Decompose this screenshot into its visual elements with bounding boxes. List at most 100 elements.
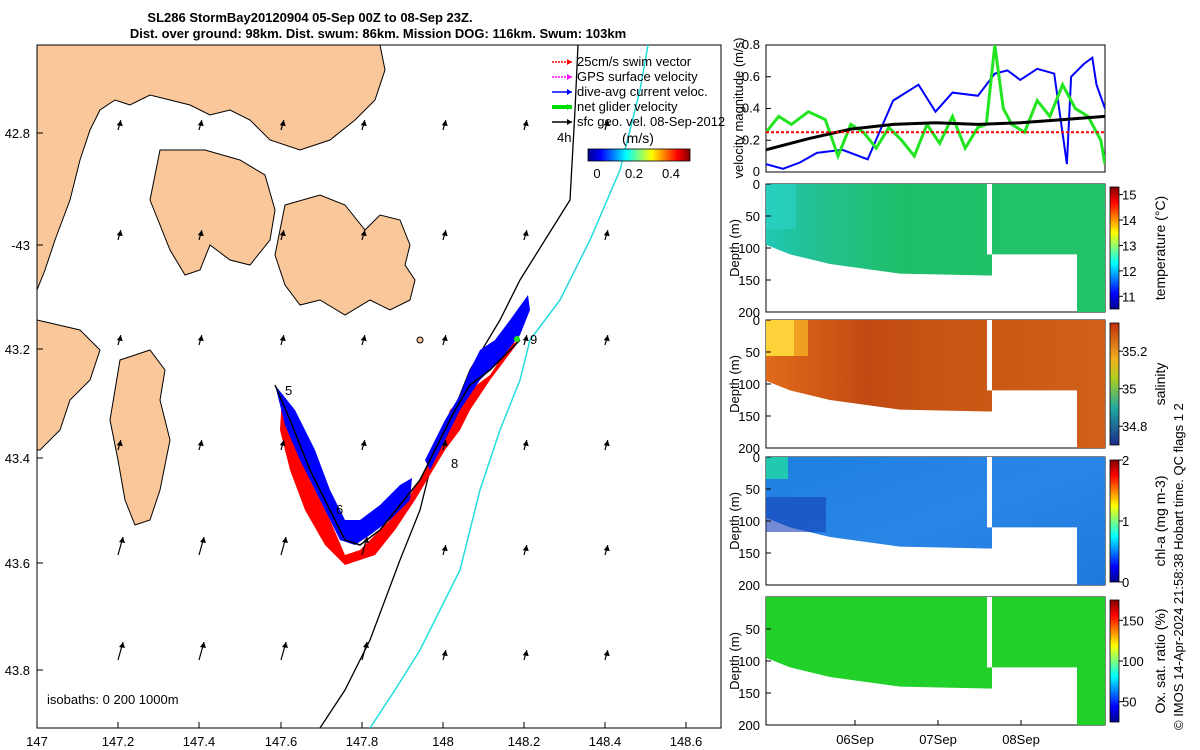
salinity-ytick-label: 150 (738, 409, 760, 424)
track-red-swath (280, 340, 520, 565)
salinity-ytick-label: 0 (753, 313, 760, 328)
chla-high-patch (766, 457, 788, 479)
temperature-colorbar (1109, 186, 1120, 310)
oxygen-ytick-label: 50 (746, 622, 760, 637)
geo-velocity-arrow (360, 229, 367, 241)
speed-tick-0.4: 0.4 (662, 166, 680, 181)
legend-entry: dive-avg current veloc. (552, 84, 708, 99)
map-xtick-label: 147.8 (346, 734, 379, 749)
geo-velocity-arrow (280, 536, 288, 556)
isobaths-label: isobaths: 0 200 1000m (47, 692, 179, 707)
time-xtick-label: 08Sep (1002, 732, 1040, 747)
temperature-ytick-label: 0 (753, 177, 760, 192)
chla-low-patch (766, 497, 826, 532)
geo-velocity-arrow (198, 641, 206, 661)
geo-velocity-arrow (522, 229, 529, 241)
geo-velocity-arrow (603, 334, 610, 346)
day-label-8: 8 (451, 456, 458, 471)
geo-velocity-arrow (441, 544, 448, 556)
chla-ytick-label: 200 (738, 578, 760, 593)
temperature-cbar-tick-label: 14 (1122, 213, 1136, 228)
geo-velocity-arrow (116, 229, 123, 241)
geo-velocity-arrow (117, 536, 125, 556)
oxygen-cbar-tick-label: 50 (1122, 695, 1136, 710)
temperature-ylabel: Depth (m) (727, 219, 742, 277)
geo-velocity-arrow (441, 439, 448, 451)
geo-velocity-arrow (360, 119, 367, 131)
chla-panel: 0 50 100 150 200 Depth (m) 0 1 2 chl-a (mg m-3) (727, 450, 1168, 593)
geo-velocity-arrow (197, 229, 204, 241)
geo-velocity-arrow (197, 334, 204, 346)
salinity-cbar-label: salinity (1152, 363, 1168, 406)
temperature-cbar-tick-label: 13 (1122, 238, 1136, 253)
oxygen-cbar-label: Ox. sat. ratio (%) (1152, 608, 1168, 713)
legend-entry: 25cm/s swim vector (552, 54, 692, 69)
map-xtick-label: 148.2 (508, 734, 541, 749)
salinity-field (766, 320, 1105, 448)
geo-velocity-arrow (280, 641, 288, 661)
geo-velocity-arrow (522, 334, 529, 346)
land-peninsula-north (149, 149, 276, 276)
geo-velocity-arrow (603, 119, 610, 131)
map-ytick-label: 43.2 (5, 342, 30, 357)
map-ytick-label: -43 (11, 238, 30, 253)
temperature-cbar-tick-label: 15 (1122, 188, 1136, 203)
geo-velocity-arrow (117, 641, 125, 661)
isobath-1000m (369, 45, 649, 728)
day-label-9: 9 (530, 332, 537, 347)
velocity-frame (765, 44, 1106, 173)
oxygen-field (766, 597, 1105, 725)
chla-ylabel: Depth (m) (727, 492, 742, 550)
chla-field (766, 457, 1105, 585)
geo-velocity-arrow (279, 334, 286, 346)
time-xtick-label: 07Sep (919, 732, 957, 747)
credit-text: © IMOS 14-Apr-2024 21:58:38 Hobart time.… (1171, 403, 1186, 730)
geo-velocity-arrow (603, 544, 610, 556)
temperature-ytick-label: 50 (746, 209, 760, 224)
geo-velocity-arrow (360, 334, 367, 346)
islet (416, 336, 424, 344)
geo-velocity-arrow (198, 536, 206, 556)
glider-track-line (274, 339, 521, 546)
oxygen-ylabel: Depth (m) (727, 632, 742, 690)
temperature-cbar-tick-label: 12 (1122, 264, 1136, 279)
speed-colorbar-gradient (587, 148, 691, 162)
geo-velocity-arrow (360, 439, 367, 451)
map-xtick-label: 148.6 (670, 734, 703, 749)
chla-ytick-label: 50 (746, 482, 760, 497)
legend-entry: sfc geo. vel. 08-Sep-2012 (552, 114, 725, 129)
map-ytick-label: 42.8 (5, 126, 30, 141)
map-ytick-label: 43.6 (5, 556, 30, 571)
geo-velocity-arrow (197, 439, 204, 451)
legend-label: sfc geo. vel. 08-Sep-2012 (577, 114, 725, 129)
salinity-ytick-label: 200 (738, 441, 760, 456)
track-blue-swath-east (425, 295, 530, 470)
day-label-5: 5 (285, 383, 292, 398)
geo-velocity-arrow (197, 119, 204, 131)
land-tasman-peninsula (274, 194, 416, 316)
speed-tick-0.2: 0.2 (625, 166, 643, 181)
geo-velocity-arrow (522, 439, 529, 451)
oxygen-panel: 50 100 150 200 Depth (m) 50 100 150 Ox. sat. rat… (727, 596, 1168, 747)
geo-velocity-arrow (603, 439, 610, 451)
map-x-axis: 147 147.2 147.4 147.6 147.8 148 148.2 148.4 148.… (26, 722, 702, 749)
temperature-ytick-label: 150 (738, 273, 760, 288)
speed-colorbar: 4h (m/s) 0 0.2 0.4 (557, 130, 691, 181)
salinity-transition-patch (794, 320, 808, 356)
temperature-warm-patch (766, 184, 796, 229)
temperature-panel: 0 50 100 150 200 Depth (m) 11 12 13 14 15 temperatu… (727, 177, 1168, 320)
chla-ytick-label: 150 (738, 546, 760, 561)
geo-velocity-arrow (279, 229, 286, 241)
land-mainland (37, 45, 386, 291)
temperature-cbar-tick-label: 11 (1122, 289, 1136, 304)
map-xtick-label: 147.2 (102, 734, 135, 749)
map-ytick-label: 43.8 (5, 663, 30, 678)
velocity-series-black (766, 114, 1105, 152)
legend-label: dive-avg current veloc. (577, 84, 708, 99)
map-panel: 5 6 8 9 147 147.2 147.4 147.6 147.8 148 148.2 1… (5, 44, 725, 749)
geo-velocity-arrow (603, 649, 610, 661)
speed-colorbar-4h-label: 4h (557, 130, 571, 145)
velocity-series-green (766, 45, 1105, 165)
